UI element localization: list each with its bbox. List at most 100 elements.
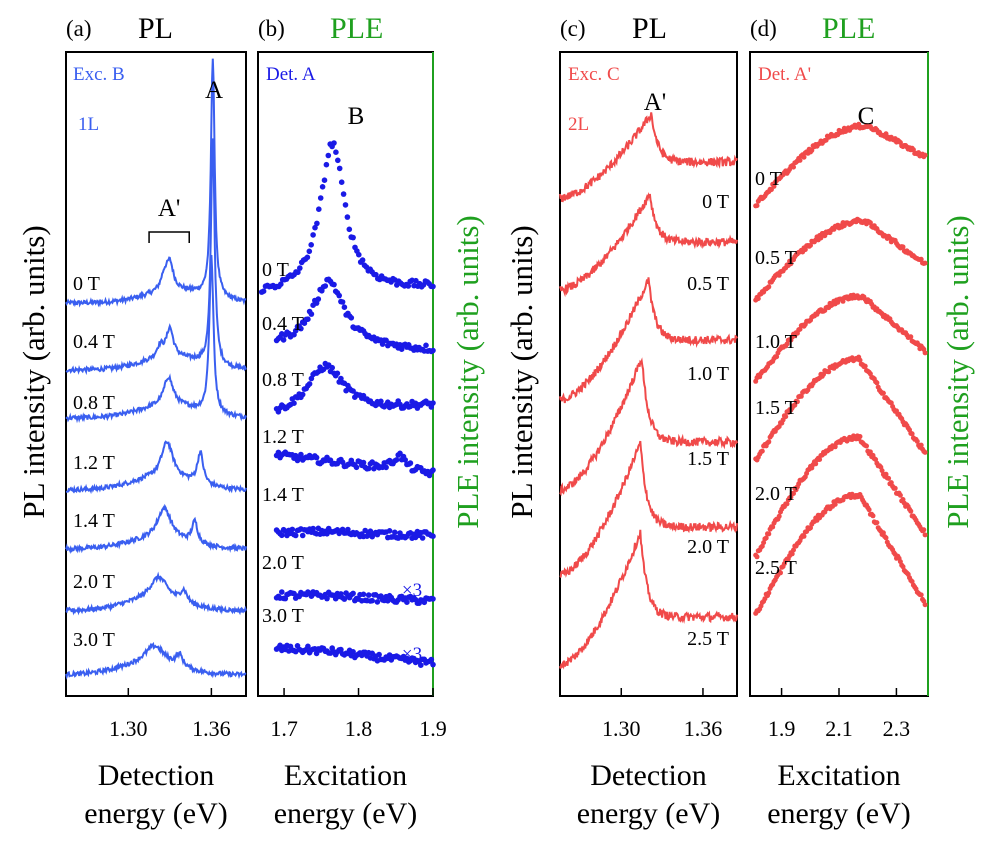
field-label: 0.5 T <box>687 273 729 295</box>
ple-point <box>870 513 876 519</box>
ple-point <box>297 265 303 271</box>
ple-point <box>900 564 906 570</box>
pl-1l-curve-20T <box>65 571 247 616</box>
ple-point <box>867 449 873 455</box>
x-tick-label: 1.9 <box>768 716 796 741</box>
ple-point <box>922 602 928 608</box>
ple-point <box>350 234 356 241</box>
ple-point <box>292 532 299 539</box>
ple-point <box>857 434 863 439</box>
ple-point <box>428 656 435 663</box>
ple-b-series-0T <box>258 140 436 295</box>
field-label: 3.0 T <box>262 605 304 627</box>
ple-point <box>791 547 796 553</box>
ple-point <box>298 451 304 458</box>
peak-label-a: A <box>205 77 223 104</box>
ple-point <box>421 599 428 606</box>
ple-point <box>419 535 426 541</box>
ple-point <box>329 364 336 371</box>
panel-title: PLE <box>822 12 875 45</box>
ple-point <box>376 651 382 658</box>
ple-point <box>346 226 353 233</box>
ple-point <box>883 131 889 137</box>
ple-point <box>280 337 287 343</box>
ple-point <box>792 402 798 408</box>
ple-point <box>754 203 760 209</box>
ple-point <box>914 438 920 444</box>
ple-d-series-0T <box>753 121 928 209</box>
ple-d-series-05T <box>753 216 928 303</box>
ple-point <box>386 528 393 534</box>
annotation-layer: 1L <box>78 114 99 135</box>
ple-point <box>345 526 351 533</box>
pl-1l-curve-04T <box>65 138 247 376</box>
ple-point <box>886 475 892 481</box>
ple-d-series-15T <box>753 354 928 463</box>
ple-point <box>418 662 424 668</box>
x-tick-label: 2.1 <box>825 716 853 741</box>
field-label: 2.0 T <box>262 552 304 574</box>
ple-point <box>407 460 414 466</box>
x-axis-label: Detection <box>98 759 215 792</box>
ple-point <box>371 465 377 472</box>
ple-b-series-30T <box>273 642 436 668</box>
ple-d-series-25T <box>753 491 928 616</box>
field-label: 1.0 T <box>755 331 797 353</box>
ple-point <box>362 527 369 534</box>
field-label: 0.4 T <box>73 331 115 353</box>
ple-point <box>778 570 783 576</box>
x-tick-label: 1.36 <box>684 716 723 741</box>
ple-point <box>341 304 348 311</box>
ple-point <box>430 400 436 406</box>
field-label: 3.0 T <box>73 629 115 651</box>
ple-point <box>360 459 367 466</box>
ple-point <box>378 398 384 405</box>
annotation-exc: Exc. B <box>73 64 125 85</box>
field-label: 0.8 T <box>262 369 304 391</box>
ple-b-series-20T <box>273 589 436 606</box>
panel-label: (a) <box>66 16 92 41</box>
ple-point <box>333 149 339 155</box>
ple-point <box>260 288 267 295</box>
ple-point <box>305 316 311 323</box>
x-axis-label: energy (eV) <box>767 797 911 830</box>
ple-point <box>797 157 803 163</box>
x-tick-label: 1.36 <box>192 716 231 741</box>
ple-point <box>365 465 372 472</box>
ple-point <box>306 248 313 255</box>
ple-point <box>801 533 807 539</box>
ple-point <box>315 296 322 302</box>
ple-point <box>910 147 916 153</box>
ple-point <box>317 195 324 201</box>
ple-point <box>308 311 315 317</box>
ple-point <box>335 157 341 164</box>
ple-point <box>879 468 885 474</box>
ple-point <box>306 381 313 387</box>
ple-point <box>802 247 808 253</box>
ple-point <box>900 244 906 250</box>
ple-point <box>430 347 436 354</box>
field-label: 1.5 T <box>687 448 729 470</box>
ple-point <box>304 254 311 261</box>
ple-point <box>338 179 345 185</box>
ple-point <box>897 492 903 498</box>
y-label-pl-left: PL intensity (arb. units) <box>16 225 51 518</box>
field-label: 0 T <box>755 168 782 190</box>
x-tick-label: 1.30 <box>109 716 148 741</box>
x-axis-label: energy (eV) <box>577 797 721 830</box>
ple-point <box>888 480 894 486</box>
annotation-det: Det. A <box>266 64 316 85</box>
x-tick-label: 1.9 <box>419 716 447 741</box>
x-tick-label: 2.3 <box>883 716 911 741</box>
ple-point <box>310 525 316 532</box>
field-label: 0.4 T <box>262 313 304 335</box>
field-label: 2.5 T <box>755 557 797 579</box>
ple-point <box>866 507 872 513</box>
panel-c: 1.30 1.36 Detection energy (eV) (c) PL 0 T 0.5 … <box>559 12 738 830</box>
pl-1l-curve-14T <box>65 503 247 554</box>
panel-label: (b) <box>258 16 285 41</box>
ple-d-series-10T <box>753 292 928 384</box>
panel-d: 1.9 2.1 2.3 Excitation energy (eV) (d) PLE 0 T 0… <box>749 12 929 830</box>
ple-point <box>791 491 796 496</box>
ple-point <box>423 342 429 349</box>
